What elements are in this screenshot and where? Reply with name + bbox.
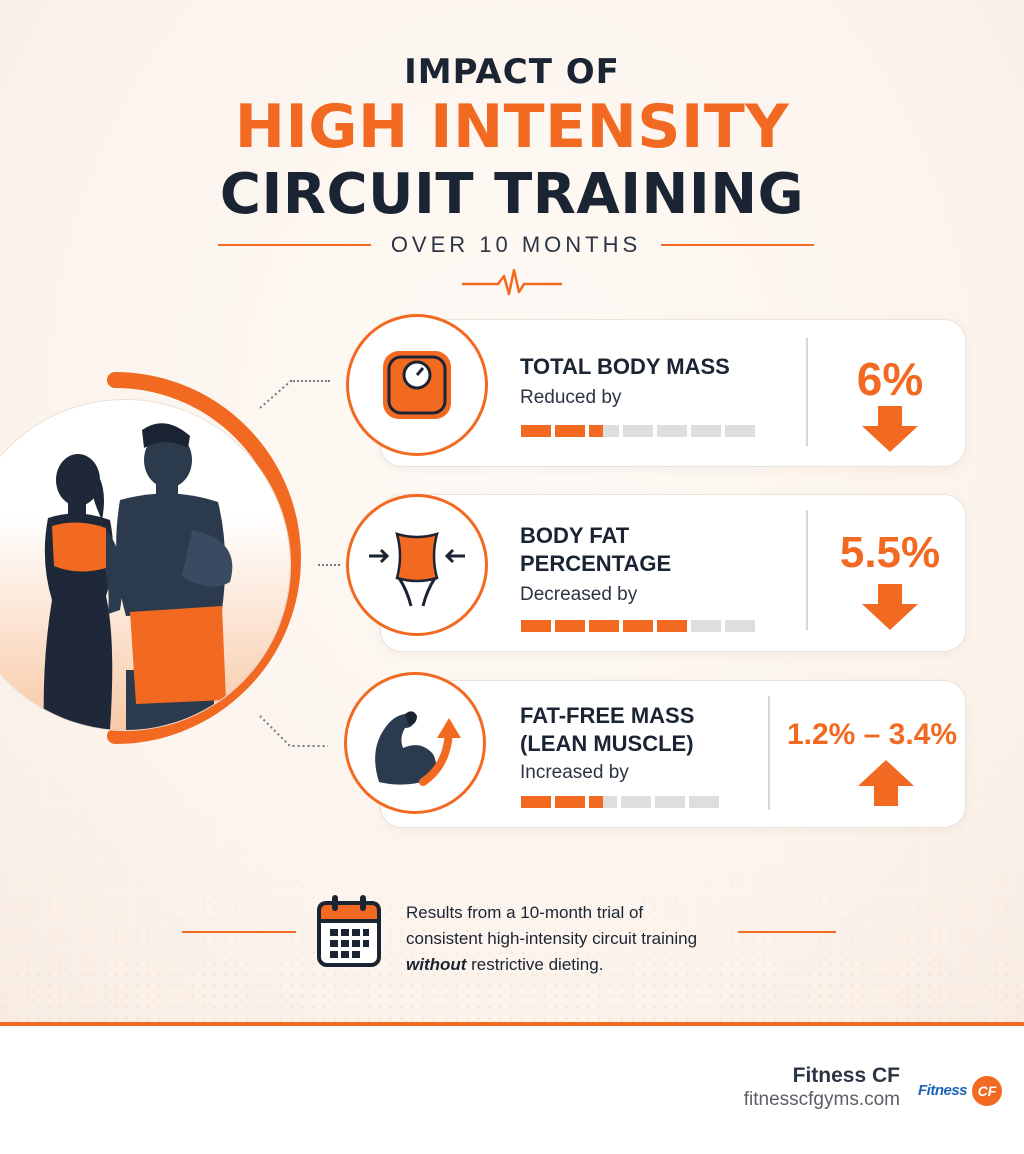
logo-badge: CF [972, 1076, 1002, 1106]
scale-icon [383, 351, 451, 419]
footnote-line-3: without restrictive dieting. [406, 952, 746, 978]
footnote-line-3-rest: restrictive dieting. [466, 955, 604, 974]
subtitle-row: OVER 10 MONTHS [218, 230, 814, 260]
metric-title-1: TOTAL BODY MASS [520, 354, 730, 379]
metric-title-2b: PERCENTAGE [520, 551, 672, 576]
metric-value-1: 6% [856, 353, 924, 405]
title-line-3: CIRCUIT TRAINING [219, 162, 805, 227]
footnote-line-2: consistent high-intensity circuit traini… [406, 929, 698, 948]
metric-icon-circle-2 [346, 494, 488, 636]
metric-icon-circle-1 [346, 314, 488, 456]
title-line-2: HIGH INTENSITY [234, 92, 790, 162]
up-arrow-icon [858, 760, 914, 806]
bottom-rule [0, 1022, 1024, 1026]
metric-subtitle-3: Increased by [520, 762, 629, 783]
down-arrow-icon [862, 584, 918, 630]
connector-1-diag [259, 379, 293, 409]
metric-title-2a: BODY FAT [520, 523, 630, 548]
footnote-line-1: Results from a 10-month trial of [406, 903, 644, 922]
footnote-text: Results from a 10-month trial of consist… [406, 900, 746, 978]
title-line-1: IMPACT OF [404, 52, 620, 92]
note-rule-left [182, 931, 296, 933]
subtitle-rule-right [661, 244, 814, 246]
metric-divider-2 [806, 510, 808, 630]
athletes-silhouette-icon [43, 423, 233, 730]
metric-icon-circle-3 [344, 672, 486, 814]
metric-divider-1 [806, 338, 808, 446]
brand-url[interactable]: fitnesscfgyms.com [743, 1089, 900, 1110]
metric-value-3: 1.2% – 3.4% [786, 718, 958, 751]
metric-title-3b: (LEAN MUSCLE) [520, 731, 694, 756]
metric-bar-1 [521, 425, 755, 437]
metric-title-3a: FAT-FREE MASS [520, 703, 695, 728]
connector-2 [318, 564, 340, 566]
metric-divider-3 [768, 696, 770, 810]
waist-icon [369, 532, 465, 607]
metric-bar-3 [521, 796, 719, 808]
infographic-poster: IMPACT OF HIGH INTENSITY CIRCUIT TRAININ… [0, 0, 1024, 1026]
metric-value-2: 5.5% [839, 528, 941, 577]
logo-text: Fitness [918, 1082, 968, 1099]
metric-subtitle-1: Reduced by [520, 387, 622, 408]
athletes-illustration [0, 400, 290, 730]
connector-1 [290, 380, 330, 382]
subtitle-rule-left [218, 244, 371, 246]
flexed-arm-icon [375, 711, 461, 786]
heartbeat-icon [462, 268, 562, 296]
down-arrow-icon [862, 406, 918, 452]
connector-3-diag [259, 715, 328, 747]
brand-logo: Fitness CF [918, 1076, 1004, 1106]
metric-bar-2 [521, 620, 755, 632]
progress-ring-arc [107, 372, 301, 744]
metric-subtitle-2: Decreased by [520, 584, 638, 605]
note-rule-right [738, 931, 836, 933]
calendar-icon [317, 895, 381, 967]
brand-name: Fitness CF [792, 1064, 900, 1087]
subtitle: OVER 10 MONTHS [390, 232, 642, 257]
footnote-emphasis: without [406, 955, 467, 974]
